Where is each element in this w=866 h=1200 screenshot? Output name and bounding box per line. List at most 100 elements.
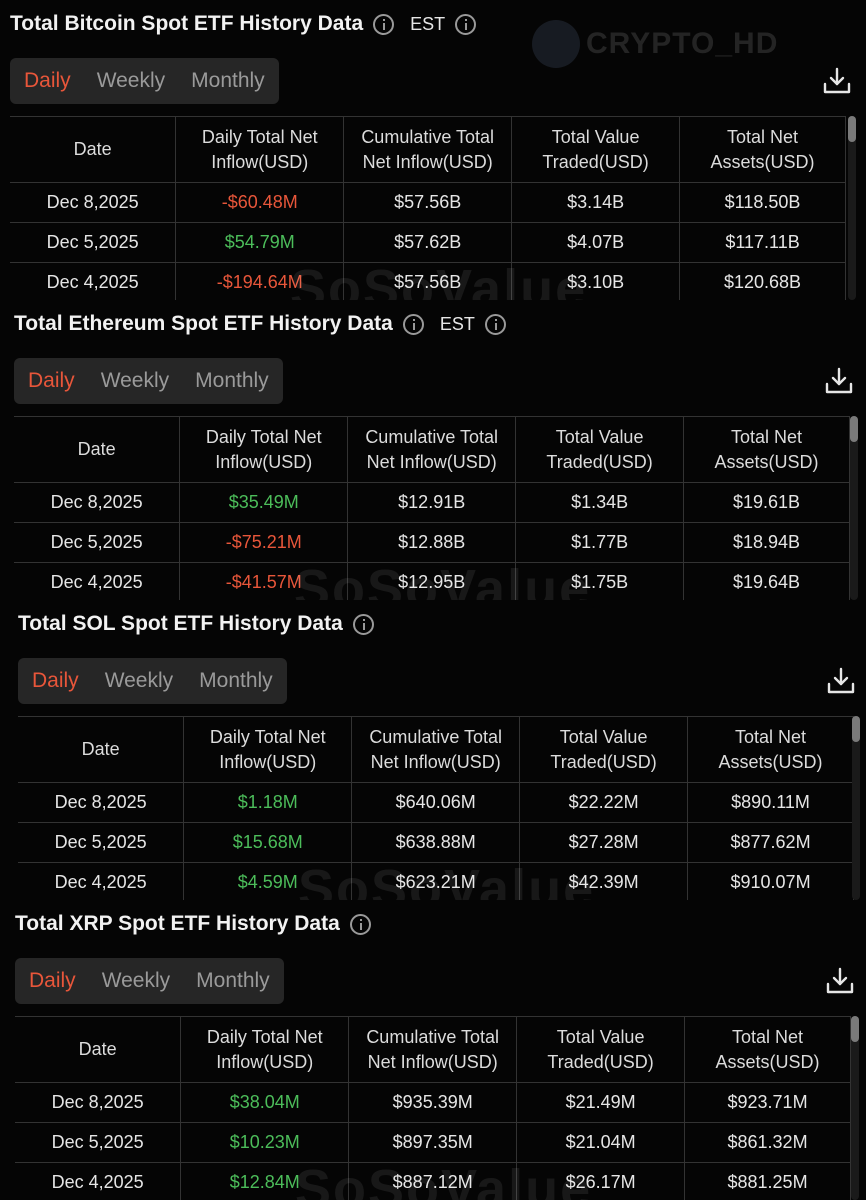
header-line: Inflow(USD) — [211, 151, 309, 172]
daily-net-inflow-cell: -$60.48M — [175, 182, 345, 223]
table-row: Dec 5,2025 $54.79M $57.62B $4.07B $117.11B — [10, 222, 846, 263]
header-line: Traded(USD) — [542, 151, 649, 172]
table-row: Dec 4,2025 $12.84M $887.12M $26.17M $881.25M — [15, 1162, 851, 1200]
tab-weekly[interactable]: Weekly — [100, 369, 170, 392]
tab-daily[interactable]: Daily — [28, 369, 75, 392]
download-icon[interactable] — [826, 666, 856, 696]
table-row: Dec 5,2025 -$75.21M $12.88B $1.77B $18.94B — [14, 522, 850, 563]
total-value-traded-cell: $3.14B — [511, 182, 681, 223]
header-line: Total Net — [731, 426, 803, 447]
cumulative-net-inflow-cell: $12.95B — [347, 562, 517, 600]
column-header-date: Date — [18, 716, 185, 783]
total-net-assets-cell: $117.11B — [679, 222, 846, 263]
tab-weekly[interactable]: Weekly — [104, 669, 174, 692]
date-cell: Dec 4,2025 — [14, 562, 181, 600]
total-net-assets-cell: $923.71M — [684, 1082, 851, 1123]
header-line: Date — [77, 439, 116, 459]
table-scrollbar[interactable] — [851, 1016, 859, 1200]
scrollbar-thumb[interactable] — [850, 416, 858, 442]
cumulative-net-inflow-cell: $12.88B — [347, 522, 517, 563]
table-row: Dec 8,2025 $35.49M $12.91B $1.34B $19.61B — [14, 482, 850, 523]
date-cell: Dec 5,2025 — [10, 222, 177, 263]
download-icon[interactable] — [824, 366, 854, 396]
total-net-assets-cell: $877.62M — [687, 822, 854, 863]
date-cell: Dec 4,2025 — [15, 1162, 182, 1200]
history-table: Date Daily Total Net Inflow(USD) Cumulative… — [14, 416, 850, 600]
column-header-daily-total-net: Daily Total Net Inflow(USD) — [180, 1016, 350, 1083]
total-value-traded-cell: $3.10B — [511, 262, 681, 300]
period-tabs: Daily Weekly Monthly — [15, 958, 284, 1004]
table-row: Dec 4,2025 -$194.64M $57.56B $3.10B $120.68B — [10, 262, 846, 300]
timezone-info-icon[interactable] — [455, 13, 477, 35]
table-header-row: Date Daily Total Net Inflow(USD) Cumulative… — [15, 1016, 851, 1083]
table-scrollbar[interactable] — [852, 716, 860, 900]
tab-monthly[interactable]: Monthly — [196, 969, 270, 992]
tab-daily[interactable]: Daily — [29, 969, 76, 992]
header-line: Cumulative Total — [361, 126, 495, 147]
date-cell: Dec 5,2025 — [15, 1122, 182, 1163]
tab-daily[interactable]: Daily — [32, 669, 79, 692]
tab-weekly[interactable]: Weekly — [96, 69, 166, 92]
header-line: Date — [81, 739, 120, 759]
tab-daily[interactable]: Daily — [24, 69, 71, 92]
scrollbar-thumb[interactable] — [851, 1016, 859, 1042]
tab-monthly[interactable]: Monthly — [199, 669, 273, 692]
cumulative-net-inflow-cell: $935.39M — [348, 1082, 518, 1123]
total-net-assets-cell: $910.07M — [687, 862, 854, 900]
scrollbar-thumb[interactable] — [848, 116, 856, 142]
download-icon[interactable] — [822, 66, 852, 96]
panel-title: Total SOL Spot ETF History Data — [18, 612, 374, 636]
etf-panel-2: Total SOL Spot ETF History Data Daily Week… — [0, 600, 866, 900]
date-cell: Dec 4,2025 — [10, 262, 177, 300]
daily-net-inflow-cell: $4.59M — [183, 862, 353, 900]
cumulative-net-inflow-cell: $57.56B — [343, 262, 513, 300]
panel-title-text: Total Bitcoin Spot ETF History Data — [10, 12, 364, 35]
header-line: Daily Total Net — [201, 126, 318, 147]
header-line: Total Net — [735, 726, 807, 747]
history-table: Date Daily Total Net Inflow(USD) Cumulative… — [18, 716, 854, 900]
header-line: Cumulative Total — [369, 726, 503, 747]
header-line: Cumulative Total — [366, 1026, 500, 1047]
info-icon[interactable] — [349, 913, 371, 935]
column-header-cumulative-total: Cumulative Total Net Inflow(USD) — [351, 716, 521, 783]
column-header-date: Date — [15, 1016, 182, 1083]
tab-weekly[interactable]: Weekly — [101, 969, 171, 992]
total-value-traded-cell: $4.07B — [511, 222, 681, 263]
header-line: Daily Total Net — [206, 1026, 323, 1047]
info-icon[interactable] — [402, 313, 424, 335]
info-icon[interactable] — [373, 13, 395, 35]
table-scrollbar[interactable] — [848, 116, 856, 300]
date-cell: Dec 8,2025 — [15, 1082, 182, 1123]
total-value-traded-cell: $21.04M — [516, 1122, 686, 1163]
total-value-traded-cell: $42.39M — [519, 862, 689, 900]
daily-net-inflow-cell: $12.84M — [180, 1162, 350, 1200]
info-icon[interactable] — [352, 613, 374, 635]
date-cell: Dec 8,2025 — [18, 782, 185, 823]
total-value-traded-cell: $26.17M — [516, 1162, 686, 1200]
tab-monthly[interactable]: Monthly — [191, 69, 265, 92]
total-net-assets-cell: $861.32M — [684, 1122, 851, 1163]
column-header-total-net: Total Net Assets(USD) — [683, 416, 850, 483]
crypto-hd-watermark: CRYPTO_HD — [532, 20, 778, 68]
timezone-info-icon[interactable] — [484, 313, 506, 335]
tab-monthly[interactable]: Monthly — [195, 369, 269, 392]
cumulative-net-inflow-cell: $897.35M — [348, 1122, 518, 1163]
table-header-row: Date Daily Total Net Inflow(USD) Cumulative… — [14, 416, 850, 483]
download-icon[interactable] — [825, 966, 855, 996]
column-header-cumulative-total: Cumulative Total Net Inflow(USD) — [348, 1016, 518, 1083]
panel-title: Total Bitcoin Spot ETF History Data EST — [10, 12, 477, 36]
date-cell: Dec 8,2025 — [10, 182, 177, 223]
total-net-assets-cell: $120.68B — [679, 262, 846, 300]
column-header-total-value: Total Value Traded(USD) — [519, 716, 689, 783]
cumulative-net-inflow-cell: $57.62B — [343, 222, 513, 263]
daily-net-inflow-cell: $1.18M — [183, 782, 353, 823]
header-line: Assets(USD) — [718, 751, 823, 772]
total-net-assets-cell: $881.25M — [684, 1162, 851, 1200]
column-header-total-value: Total Value Traded(USD) — [516, 1016, 686, 1083]
period-tabs: Daily Weekly Monthly — [14, 358, 283, 404]
table-scrollbar[interactable] — [850, 416, 858, 600]
table-header-row: Date Daily Total Net Inflow(USD) Cumulative… — [10, 116, 846, 183]
table-row: Dec 5,2025 $10.23M $897.35M $21.04M $861.32M — [15, 1122, 851, 1163]
scrollbar-thumb[interactable] — [852, 716, 860, 742]
panel-title: Total Ethereum Spot ETF History Data EST — [14, 312, 506, 336]
